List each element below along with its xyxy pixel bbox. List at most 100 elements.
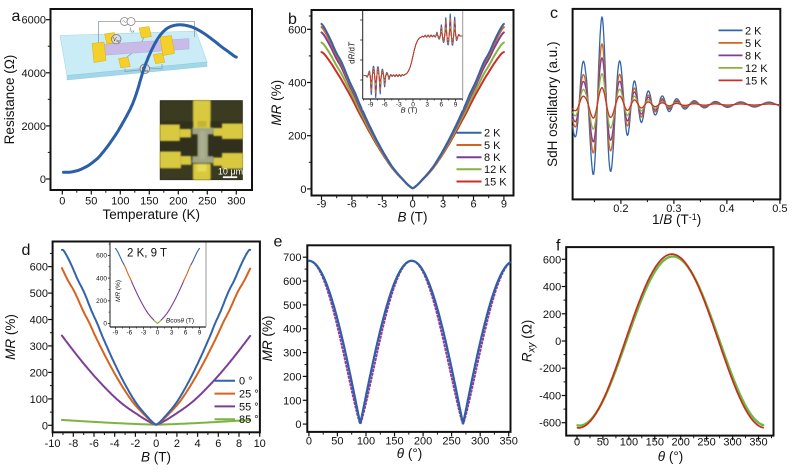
svg-text:0: 0: [153, 438, 159, 450]
svg-text:6: 6: [470, 199, 476, 211]
svg-text:150: 150: [140, 196, 158, 208]
svg-text:12 K: 12 K: [745, 63, 768, 75]
svg-text:0: 0: [300, 184, 306, 196]
svg-text:e: e: [274, 234, 283, 251]
svg-text:300: 300: [471, 436, 489, 448]
svg-text:300: 300: [227, 196, 245, 208]
svg-text:0: 0: [42, 420, 48, 432]
svg-text:6: 6: [439, 102, 443, 109]
svg-text:f: f: [556, 238, 561, 255]
svg-text:400: 400: [288, 78, 306, 90]
svg-text:500: 500: [30, 288, 48, 300]
svg-text:250: 250: [697, 437, 715, 449]
svg-text:9: 9: [501, 199, 507, 211]
svg-text:0: 0: [306, 436, 312, 448]
svg-text:3: 3: [170, 330, 174, 337]
svg-text:Ixx: Ixx: [130, 28, 135, 34]
svg-text:600: 600: [288, 24, 306, 36]
svg-text:-400: -400: [539, 391, 561, 403]
svg-text:200: 200: [543, 309, 561, 321]
svg-text:200: 200: [672, 437, 690, 449]
svg-text:8 K: 8 K: [745, 50, 762, 62]
svg-text:3: 3: [440, 199, 446, 211]
svg-text:Bcosθ (T): Bcosθ (T): [166, 318, 194, 325]
svg-text:b: b: [288, 11, 297, 28]
svg-text:400: 400: [30, 315, 48, 327]
svg-text:MR (%): MR (%): [115, 280, 122, 302]
svg-text:15 K: 15 K: [745, 75, 768, 87]
svg-text:0.3: 0.3: [666, 203, 681, 215]
svg-text:85 °: 85 °: [239, 414, 259, 426]
svg-text:9: 9: [198, 330, 202, 337]
svg-text:9: 9: [454, 102, 458, 109]
svg-text:200: 200: [288, 131, 306, 143]
svg-text:4: 4: [195, 438, 201, 450]
svg-text:0.5: 0.5: [772, 203, 787, 215]
svg-text:400: 400: [543, 282, 561, 294]
svg-text:200: 200: [414, 436, 432, 448]
svg-text:-3: -3: [377, 199, 387, 211]
svg-text:6: 6: [184, 330, 188, 337]
svg-text:-8: -8: [68, 438, 78, 450]
svg-text:Vxy: Vxy: [113, 37, 120, 43]
svg-text:0.4: 0.4: [719, 203, 734, 215]
svg-text:0: 0: [574, 437, 580, 449]
svg-text:d: d: [22, 242, 31, 259]
svg-text:150: 150: [385, 436, 403, 448]
svg-text:55 °: 55 °: [239, 401, 259, 413]
svg-text:100: 100: [111, 196, 129, 208]
svg-text:MR (%): MR (%): [269, 80, 284, 126]
svg-text:B (T): B (T): [141, 450, 171, 465]
svg-text:5 K: 5 K: [484, 140, 501, 152]
svg-text:B (T): B (T): [397, 210, 427, 225]
svg-text:2: 2: [174, 438, 180, 450]
svg-text:250: 250: [198, 196, 216, 208]
svg-text:6: 6: [215, 438, 221, 450]
svg-text:0: 0: [295, 419, 301, 431]
svg-text:350: 350: [749, 437, 767, 449]
svg-text:Rxy (Ω): Rxy (Ω): [520, 320, 538, 363]
svg-text:300: 300: [30, 341, 48, 353]
svg-text:600: 600: [30, 262, 48, 274]
svg-text:100: 100: [30, 394, 48, 406]
svg-text:50: 50: [597, 437, 609, 449]
svg-text:200: 200: [30, 367, 48, 379]
svg-text:-600: -600: [539, 418, 561, 430]
svg-text:MR (%): MR (%): [260, 316, 275, 362]
svg-text:a: a: [12, 8, 21, 25]
svg-text:150: 150: [646, 437, 664, 449]
svg-text:MR (%): MR (%): [3, 314, 18, 360]
svg-text:-3: -3: [396, 102, 402, 109]
svg-text:-3: -3: [141, 330, 147, 337]
svg-text:600: 600: [283, 276, 301, 288]
svg-text:400: 400: [283, 324, 301, 336]
svg-text:10 μm: 10 μm: [218, 167, 243, 177]
svg-text:0: 0: [40, 174, 46, 186]
svg-text:3: 3: [425, 102, 429, 109]
svg-text:0.2: 0.2: [613, 203, 628, 215]
svg-text:-10: -10: [45, 438, 61, 450]
svg-text:-9: -9: [368, 102, 374, 109]
svg-text:SdH oscillatory (a.u.): SdH oscillatory (a.u.): [545, 42, 560, 167]
svg-text:350: 350: [500, 436, 518, 448]
svg-text:0: 0: [555, 336, 561, 348]
svg-text:-6: -6: [89, 438, 99, 450]
svg-text:B (T): B (T): [401, 106, 418, 115]
svg-text:50: 50: [331, 436, 343, 448]
svg-text:0: 0: [411, 102, 415, 109]
svg-text:2 K: 2 K: [484, 128, 501, 140]
svg-text:600: 600: [96, 253, 107, 260]
svg-text:dR/dT: dR/dT: [348, 41, 357, 64]
svg-text:300: 300: [283, 348, 301, 360]
svg-text:15 K: 15 K: [484, 176, 507, 188]
svg-text:0: 0: [59, 196, 65, 208]
svg-text:200: 200: [283, 371, 301, 383]
svg-text:5 K: 5 K: [745, 38, 762, 50]
svg-text:8: 8: [236, 438, 242, 450]
svg-text:2 K, 9 T: 2 K, 9 T: [127, 248, 167, 260]
svg-text:50: 50: [85, 196, 97, 208]
svg-text:200: 200: [169, 196, 187, 208]
svg-text:10: 10: [254, 438, 266, 450]
svg-text:500: 500: [283, 300, 301, 312]
svg-text:200: 200: [96, 298, 107, 305]
